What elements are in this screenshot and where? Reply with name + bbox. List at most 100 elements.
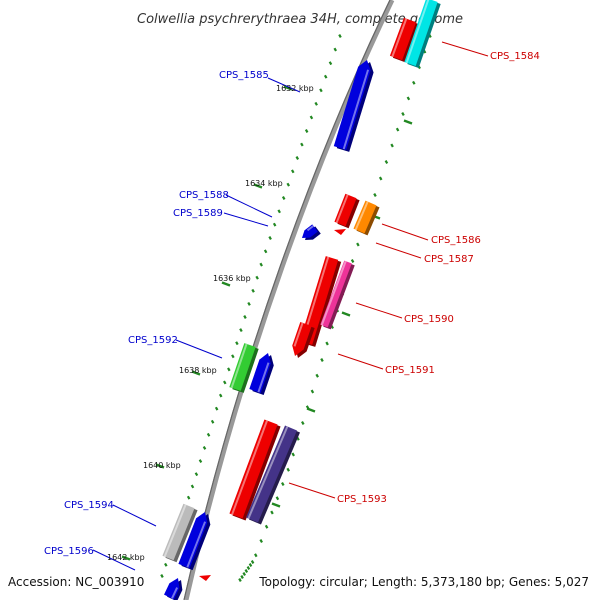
leader-line [337,353,384,370]
tick-mark-major [271,502,281,508]
tick-mark [238,578,242,582]
tick-mark [300,142,304,147]
tick-mark [198,459,203,463]
gene-body [229,343,256,391]
gene-label-cps-1592[interactable]: CPS_1592 [128,335,178,346]
gene-body [389,17,417,61]
marker-arrow [199,575,211,581]
kbp-labels: 1632 kbp 1634 kbp 1636 kbp 1638 kbp 1640… [107,84,314,562]
tick-mark-major [283,85,293,91]
tick-mark [190,484,195,489]
gene-label-cps-1594[interactable]: CPS_1594 [64,500,114,511]
tick-mark [281,482,285,486]
gene-body [246,425,297,523]
gene-highlight [186,521,207,568]
gene-label-cps-1588[interactable]: CPS_1588 [179,190,229,201]
gene-feature-cps-1586[interactable] [353,200,380,236]
tick-mark [251,288,255,293]
marker-arrow [334,229,346,235]
tick-mark [270,510,274,515]
tick-mark-major [221,281,231,287]
tick-mark [202,446,207,450]
tick-mark [210,419,215,424]
gene-highlight [335,194,349,224]
tick-mark [248,563,253,567]
tick-mark [378,176,383,181]
gene-highlight [320,260,347,326]
leader-lines [92,41,489,571]
gene-label-cps-1584[interactable]: CPS_1584 [490,51,540,62]
gene-feature-cps-1584[interactable] [404,0,441,68]
tick-mark [314,101,318,106]
tick-mark [286,467,290,472]
tick-mark-major [121,555,131,561]
gene-feature-cps-1585[interactable] [333,60,374,152]
gene-label-cps-1590[interactable]: CPS_1590 [404,314,454,325]
gene-feature-cps-1591[interactable] [292,322,315,358]
gene-features [162,0,441,600]
tick-mark [239,328,243,333]
gene-label-cps-1593[interactable]: CPS_1593 [337,494,387,505]
gene-feature-cps-1592[interactable] [229,343,259,393]
leader-line [92,549,136,571]
tick-mark [272,222,277,227]
tick-mark [186,495,191,500]
gene-label-cps-1596[interactable]: CPS_1596 [44,546,94,557]
tick-mark [160,574,164,578]
tick-mark [268,236,272,240]
tick-mark [242,572,246,576]
gene-feature-cps-1589[interactable] [302,224,321,240]
tick-mark [264,524,269,529]
gene-highlight [342,69,370,150]
kbp-label: 1638 kbp [179,366,217,375]
gene-feature-cps-1587[interactable] [389,17,420,63]
kbp-label: 1632 kbp [276,84,314,93]
tick-mark [227,367,231,372]
gene-label-cps-1585[interactable]: CPS_1585 [219,70,269,81]
leader-line [225,194,273,218]
tick-mark [206,432,211,437]
gene-highlight [230,343,248,389]
gene-feature-cps-1596[interactable] [164,578,183,600]
gene-feature-cps-1591[interactable] [229,419,281,521]
tick-mark [395,127,400,132]
tick-mark [401,112,405,116]
gene-body [162,503,195,561]
tick-mark [373,193,377,197]
tick-mark [231,354,235,359]
tick-mark [309,115,314,120]
gene-highlight [163,504,187,558]
tick-mark-major [306,407,316,413]
gene-label-cps-1591[interactable]: CPS_1591 [385,365,435,376]
gene-feature-cps-1594[interactable] [162,503,198,563]
tick-mark [328,61,333,66]
gene-feature-cps-1590[interactable] [320,260,355,330]
gene-highlight [354,201,369,230]
tick-mark [254,553,258,558]
tick-mark-major [191,370,201,376]
tick-mark [406,96,411,101]
gene-feature-cps-1593[interactable] [246,425,300,525]
tick-mark [356,242,360,247]
gene-labels: CPS_1584 CPS_1585 CPS_1586 CPS_1587 CPS_… [44,51,540,557]
tick-mark [240,575,244,579]
tick-mark [194,472,199,477]
kbp-label: 1636 kbp [213,274,251,283]
gene-feature-cps-1588[interactable] [249,353,274,395]
tick-mark-major [155,463,165,469]
tick-mark [338,34,342,38]
leader-line [355,302,403,319]
gene-label-cps-1589[interactable]: CPS_1589 [173,208,223,219]
tick-mark [333,47,337,52]
tick-mark [325,341,329,346]
gene-label-cps-1587[interactable]: CPS_1587 [424,254,474,265]
tick-mark [243,315,247,319]
tick-mark [412,80,416,85]
gene-label-cps-1586[interactable]: CPS_1586 [431,235,481,246]
gene-feature-cps-1596[interactable] [178,512,211,571]
tick-mark [291,452,295,457]
tick-mark [301,421,305,425]
gene-feature-cps-1587[interactable] [334,193,360,229]
tick-mark [286,182,290,187]
